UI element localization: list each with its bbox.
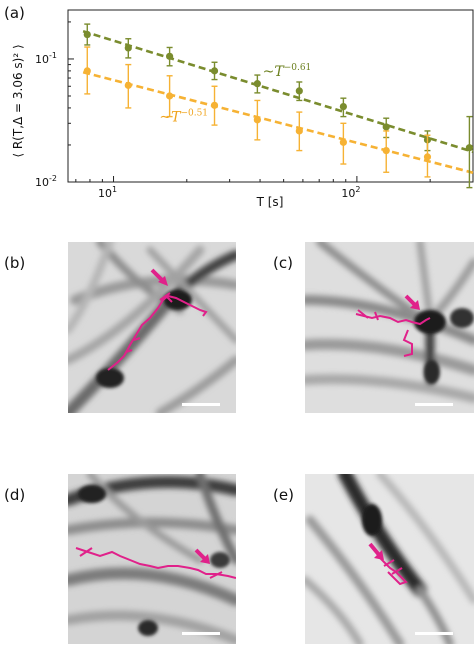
panel-c: (c)	[273, 242, 474, 413]
slope-exponent: −0.51	[180, 109, 208, 119]
data-point-series-2	[423, 153, 432, 161]
microscopy-image-b	[68, 242, 236, 413]
microscopy-image-d	[68, 474, 236, 644]
y-tick-label: 10-1	[35, 51, 57, 66]
panel-label-e: (e)	[273, 486, 294, 504]
scale-bar	[182, 403, 220, 406]
data-point-series-2	[382, 146, 390, 155]
panel-label-b: (b)	[4, 254, 25, 272]
panel-e: (e)	[273, 474, 474, 644]
data-point-series-1	[166, 52, 174, 60]
y-tick-label: 10-2	[35, 174, 57, 189]
data-point-series-1	[295, 87, 303, 95]
data-point-series-2	[210, 101, 219, 109]
slope-annotation-1: ~T−0.61	[263, 63, 312, 80]
data-point-series-2	[339, 138, 347, 146]
panel-d: (d)	[4, 474, 236, 644]
y-axis-label: ⟨ R(T,Δ = 3.06 s)² ⟩	[11, 44, 25, 157]
trajectory-e	[377, 555, 408, 586]
panel-label-a: (a)	[4, 4, 25, 22]
data-point-series-1	[124, 44, 132, 52]
data-point-series-1	[382, 123, 390, 131]
axes: 101 102 10-2 10-1	[35, 21, 474, 200]
data-point-series-1	[253, 80, 261, 88]
fit-line-1	[82, 29, 474, 154]
x-tick-label-exp: 2	[355, 185, 360, 194]
scale-bar	[182, 632, 220, 635]
panel-label-d: (d)	[4, 486, 25, 504]
microscopy-image-c	[305, 242, 474, 413]
fit-lines	[82, 29, 474, 174]
data-point-series-1	[210, 67, 219, 75]
slope-exponent: −0.61	[284, 63, 312, 73]
slope-annotation-2: ~T−0.51	[159, 109, 208, 126]
fit-line-2	[82, 70, 474, 174]
x-tick-label: 101	[98, 185, 117, 200]
data-point-series-1	[465, 144, 474, 152]
data-point-series-1	[339, 103, 347, 111]
data-point-series-2	[124, 81, 132, 89]
trajectory-c	[355, 309, 431, 357]
data-points	[83, 23, 474, 189]
y-tick-label-exp: -1	[49, 51, 57, 60]
data-point-series-2	[295, 127, 303, 135]
x-tick-label: 102	[341, 185, 360, 200]
panel-label-c: (c)	[273, 254, 293, 272]
y-tick-label-exp: -2	[49, 174, 57, 183]
data-point-series-2	[253, 116, 261, 124]
data-point-series-2	[166, 92, 174, 100]
panel-b: (b)	[4, 242, 236, 413]
x-axis-label: T [s]	[256, 195, 284, 209]
scale-bar	[415, 403, 453, 406]
scale-bar	[415, 632, 453, 635]
microscopy-image-e	[305, 474, 474, 644]
trajectory-d	[75, 547, 236, 579]
data-point-series-2	[83, 67, 91, 75]
data-point-series-1	[83, 30, 91, 39]
trajectory-b	[107, 292, 208, 371]
x-tick-label-exp: 1	[112, 185, 117, 194]
